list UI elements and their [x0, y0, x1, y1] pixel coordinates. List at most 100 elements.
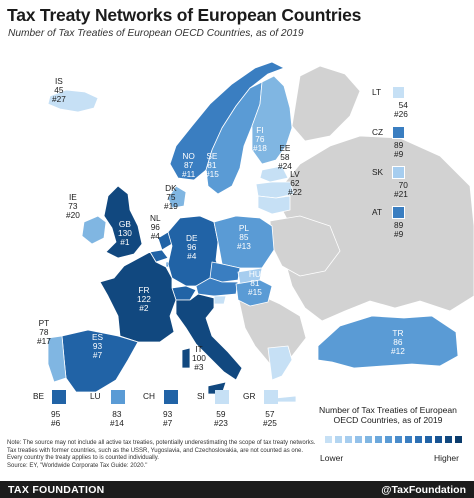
label-pt: PT 78 #17	[37, 319, 51, 346]
label-fi-treaties: 76	[255, 134, 265, 144]
label-fi-code: FI	[256, 125, 264, 135]
country-tr	[317, 315, 459, 369]
box-si-treaties: 59	[216, 409, 226, 419]
label-es-treaties: 93	[92, 341, 103, 351]
inset-at-label: AT	[372, 208, 382, 217]
box-lu-swatch	[111, 390, 125, 404]
inset-at-values: 89 #9	[394, 221, 403, 239]
label-nl-rank: #4	[150, 231, 160, 241]
country-fi	[251, 75, 293, 165]
inset-at-code: AT	[372, 207, 382, 217]
label-it-rank: #3	[194, 362, 204, 372]
label-ee-rank: #24	[278, 161, 292, 171]
box-be-code: BE	[33, 391, 45, 401]
box-gr-values: 57 #25	[263, 410, 277, 428]
box-be-swatch	[52, 390, 66, 404]
country-pt	[47, 335, 67, 383]
inset-lt-values: 54 #26	[394, 101, 408, 119]
label-it-treaties: 100	[192, 353, 206, 363]
box-si-values: 59 #23	[214, 410, 228, 428]
label-pl-rank: #13	[237, 241, 251, 251]
box-gr-code: GR	[243, 391, 256, 401]
box-lu-values: 83 #14	[110, 410, 124, 428]
label-se-code: SE	[206, 151, 218, 161]
inset-cz-treaties: 89	[394, 140, 404, 150]
brand-name: TAX FOUNDATION	[8, 484, 105, 496]
label-hu-code: HU	[248, 269, 261, 279]
label-fr-code: FR	[138, 285, 150, 295]
legend-color-scale	[325, 436, 462, 443]
label-de-code: DE	[186, 233, 198, 243]
label-ee: EE 58 #24	[278, 144, 292, 171]
legend-step-1	[325, 436, 332, 443]
label-ee-code: EE	[279, 143, 291, 153]
label-es-rank: #7	[92, 350, 103, 360]
source-text: Source: EY, "Worldwide Corporate Tax Gui…	[7, 462, 148, 469]
label-dk-code: DK	[165, 183, 177, 193]
box-gr-treaties: 57	[265, 409, 275, 419]
legend-step-12	[435, 436, 442, 443]
label-gb-treaties: 130	[118, 228, 132, 238]
inset-sk-label: SK	[372, 168, 383, 177]
inset-at-treaties: 89	[394, 220, 404, 230]
label-gb-code: GB	[118, 219, 131, 229]
label-no-code: NO	[182, 151, 195, 161]
inset-sk-swatch	[392, 166, 405, 179]
label-no: NO 87 #11	[182, 152, 195, 179]
box-lu-rank: #14	[110, 418, 124, 428]
box-si-code: SI	[197, 391, 205, 401]
label-nl-treaties: 96	[150, 222, 160, 232]
box-ch-treaties: 93	[163, 409, 173, 419]
label-lv: LV 62 #22	[288, 170, 302, 197]
label-no-treaties: 87	[184, 160, 194, 170]
label-nl-code: NL	[150, 213, 161, 223]
country-fr	[99, 251, 177, 343]
non-oecd-russia-north	[291, 65, 361, 142]
label-dk: DK 75 #19	[164, 184, 178, 211]
legend-step-9	[405, 436, 412, 443]
social-handle[interactable]: @TaxFoundation	[381, 484, 466, 496]
country-ee	[259, 165, 289, 183]
label-lv-code: LV	[290, 169, 300, 179]
box-be-treaties: 95	[51, 409, 61, 419]
label-ie-code: IE	[69, 192, 77, 202]
label-pt-code: PT	[38, 318, 50, 328]
country-si	[213, 295, 227, 305]
label-tr-code: TR	[392, 328, 404, 338]
inset-at-rank: #9	[394, 229, 404, 239]
label-nl: NL 96 #4	[150, 214, 161, 241]
legend-step-11	[425, 436, 432, 443]
box-be-rank: #6	[51, 418, 61, 428]
label-fr-treaties: 122	[137, 294, 151, 304]
box-si-rank: #23	[214, 418, 228, 428]
legend-step-3	[345, 436, 352, 443]
country-it-sardinia	[181, 347, 191, 369]
legend-step-10	[415, 436, 422, 443]
source-note: Note: The source may not include all act…	[7, 440, 319, 470]
label-fr: FR 122 #2	[137, 286, 151, 313]
label-pl-code: PL	[238, 223, 249, 233]
country-gr	[267, 345, 293, 381]
label-pl: PL 85 #13	[237, 224, 251, 251]
label-de-rank: #4	[187, 251, 197, 261]
country-dk	[167, 185, 187, 209]
map-legend: Number of Tax Treaties of European OECD …	[313, 405, 463, 473]
country-hu	[235, 279, 273, 307]
legend-title: Number of Tax Treaties of European OECD …	[319, 405, 457, 425]
legend-lower-label: Lower	[320, 453, 344, 463]
label-hu-treaties: 81	[250, 278, 260, 288]
box-be-values: 95 #6	[51, 410, 60, 428]
inset-sk-code: SK	[372, 167, 384, 177]
inset-cz-label: CZ	[372, 128, 383, 137]
legend-step-8	[395, 436, 402, 443]
box-ch-rank: #7	[163, 418, 173, 428]
label-se-treaties: 81	[207, 160, 217, 170]
label-de: DE 96 #4	[186, 234, 198, 261]
box-gr-rank: #25	[263, 418, 277, 428]
label-is-rank: #27	[52, 94, 66, 104]
inset-lt-code: LT	[372, 87, 382, 97]
inset-at-swatch	[392, 206, 405, 219]
label-gb-rank: #1	[120, 237, 130, 247]
label-tr: TR 86 #12	[391, 329, 405, 356]
inset-lt-swatch	[392, 86, 405, 99]
